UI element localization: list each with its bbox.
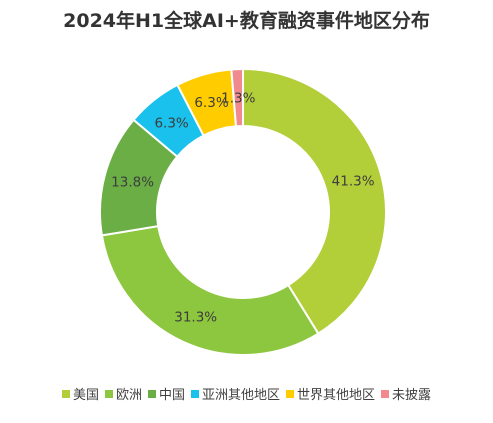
legend-item-1: 美国	[61, 384, 99, 403]
legend-label: 美国	[72, 388, 99, 403]
legend-item-6: 未披露	[381, 384, 431, 403]
legend-swatch	[191, 389, 199, 398]
legend-item-5: 世界其他地区	[286, 384, 375, 403]
legend-swatch	[381, 389, 390, 398]
legend-item-3: 中国	[147, 384, 185, 403]
slice-2	[100, 224, 320, 356]
slice-6	[230, 67, 244, 128]
legend-swatch	[104, 389, 113, 398]
slice-label-3: 13.8%	[111, 175, 154, 191]
legend-item-2: 欧洲	[104, 384, 142, 403]
legend-label: 世界其他地区	[297, 388, 376, 403]
slice-label-4: 6.3%	[154, 116, 188, 132]
slice-label-1: 41.3%	[332, 174, 375, 190]
legend-swatch	[61, 389, 70, 398]
donut-slices	[99, 67, 387, 356]
chart-legend: 美国 欧洲 中国 亚洲其他地区 世界其他地区 未披露	[0, 384, 493, 403]
legend-label: 欧洲	[115, 388, 142, 403]
slice-label-6: 1.3%	[221, 91, 255, 107]
slice-label-5: 6.3%	[194, 95, 228, 111]
legend-label: 亚洲其他地区	[202, 388, 281, 403]
slice-1	[242, 67, 387, 335]
chart-title: 2024年H1全球AI+教育融资事件地区分布	[63, 10, 430, 32]
legend-label: 未披露	[392, 388, 432, 403]
legend-swatch	[147, 389, 156, 398]
legend-label: 中国	[158, 388, 185, 403]
legend-item-4: 亚洲其他地区	[191, 384, 280, 403]
slice-labels: 41.3%31.3%13.8%6.3%6.3%1.3%	[111, 91, 375, 326]
slice-label-2: 31.3%	[174, 309, 217, 325]
legend-swatch	[286, 389, 295, 398]
